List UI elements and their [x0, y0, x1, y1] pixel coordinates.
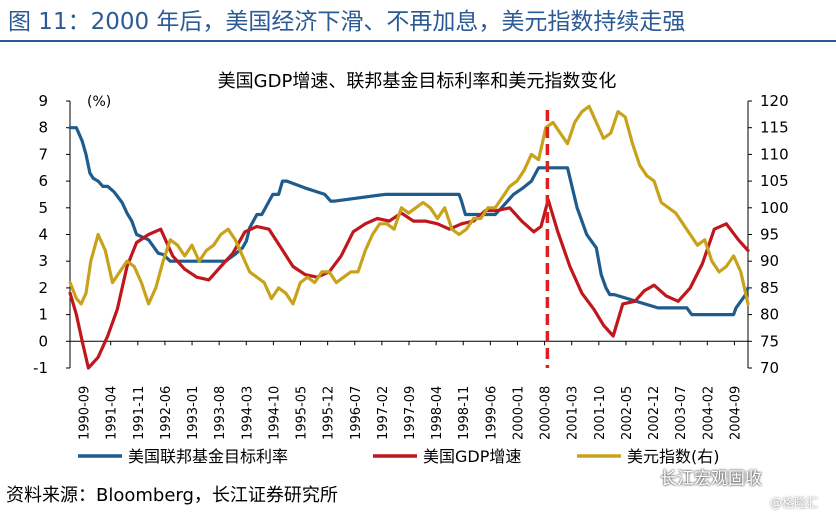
source-note: 资料来源：Bloomberg，长江证券研究所 — [6, 485, 338, 506]
x-tick-label: 1992-06 — [159, 386, 174, 440]
x-tick-label: 1990-09 — [78, 386, 93, 440]
right-tick-label: 120 — [760, 92, 789, 110]
x-tick-label: 2004-09 — [728, 386, 743, 440]
x-tick-label: 1999-06 — [484, 386, 499, 440]
left-tick-label: 5 — [38, 199, 48, 217]
right-tick-label: 95 — [760, 226, 779, 244]
x-tick-label: 1994-03 — [240, 386, 255, 440]
series-line-1 — [68, 126, 750, 317]
x-tick-label: 1997-02 — [376, 386, 391, 440]
left-tick-label: 9 — [38, 92, 48, 110]
legend-label-3: 美元指数(右) — [627, 447, 720, 466]
x-tick-label: 2000-08 — [539, 386, 554, 440]
right-tick-label: 110 — [760, 145, 789, 163]
x-tick-label: 1995-05 — [295, 386, 310, 440]
x-tick-label: 1996-07 — [349, 386, 364, 440]
right-tick-label: 115 — [760, 119, 789, 137]
x-tick-label: 2002-12 — [647, 386, 662, 440]
left-tick-label: 8 — [38, 119, 48, 137]
right-tick-label: 90 — [760, 252, 779, 270]
figure-title: 图 11：2000 年后，美国经济下滑、不再加息，美元指数持续走强 — [8, 9, 686, 35]
chart-title: 美国GDP增速、联邦基金目标利率和美元指数变化 — [218, 71, 617, 92]
x-tick-label: 2001-03 — [566, 386, 581, 440]
series-line-3 — [68, 104, 750, 306]
x-tick-label: 2003-07 — [674, 386, 689, 440]
watermark: 长江宏观固收 — [660, 469, 762, 489]
left-tick-label: 1 — [38, 306, 48, 324]
x-tick-label: 1991-04 — [105, 386, 120, 440]
x-tick-label: 2004-02 — [701, 386, 716, 440]
left-axis-unit: (%) — [87, 94, 111, 110]
right-tick-label: 100 — [760, 199, 789, 217]
x-tick-label: 2002-05 — [620, 386, 635, 440]
x-tick-label: 2000-01 — [511, 386, 526, 440]
legend-label-2: 美国GDP增速 — [423, 447, 521, 466]
right-tick-label: 85 — [760, 279, 779, 297]
legend-label-1: 美国联邦基金目标利率 — [128, 447, 288, 466]
right-tick-label: 80 — [760, 306, 779, 324]
right-tick-label: 70 — [760, 359, 779, 377]
series-line-2 — [68, 198, 750, 370]
left-tick-label: 4 — [38, 226, 48, 244]
left-tick-label: 2 — [38, 279, 48, 297]
x-tick-label: 1993-01 — [186, 386, 201, 440]
x-tick-label: 1998-04 — [430, 386, 445, 440]
x-tick-label: 2001-10 — [593, 386, 608, 440]
right-tick-label: 105 — [760, 172, 789, 190]
right-tick-label: 75 — [760, 332, 779, 350]
x-tick-label: 1995-12 — [322, 386, 337, 440]
left-tick-label: 3 — [38, 252, 48, 270]
left-tick-label: -1 — [33, 359, 48, 377]
x-tick-label: 1991-11 — [132, 386, 147, 440]
left-tick-label: 7 — [38, 145, 48, 163]
left-tick-label: 6 — [38, 172, 48, 190]
x-tick-label: 1994-10 — [267, 386, 282, 440]
title-rule — [0, 40, 836, 42]
x-tick-label: 1997-09 — [403, 386, 418, 440]
watermark-sub: @格隆汇 — [770, 496, 819, 510]
x-tick-label: 1993-08 — [213, 386, 228, 440]
x-tick-label: 1998-11 — [457, 386, 472, 440]
left-tick-label: 0 — [38, 332, 48, 350]
